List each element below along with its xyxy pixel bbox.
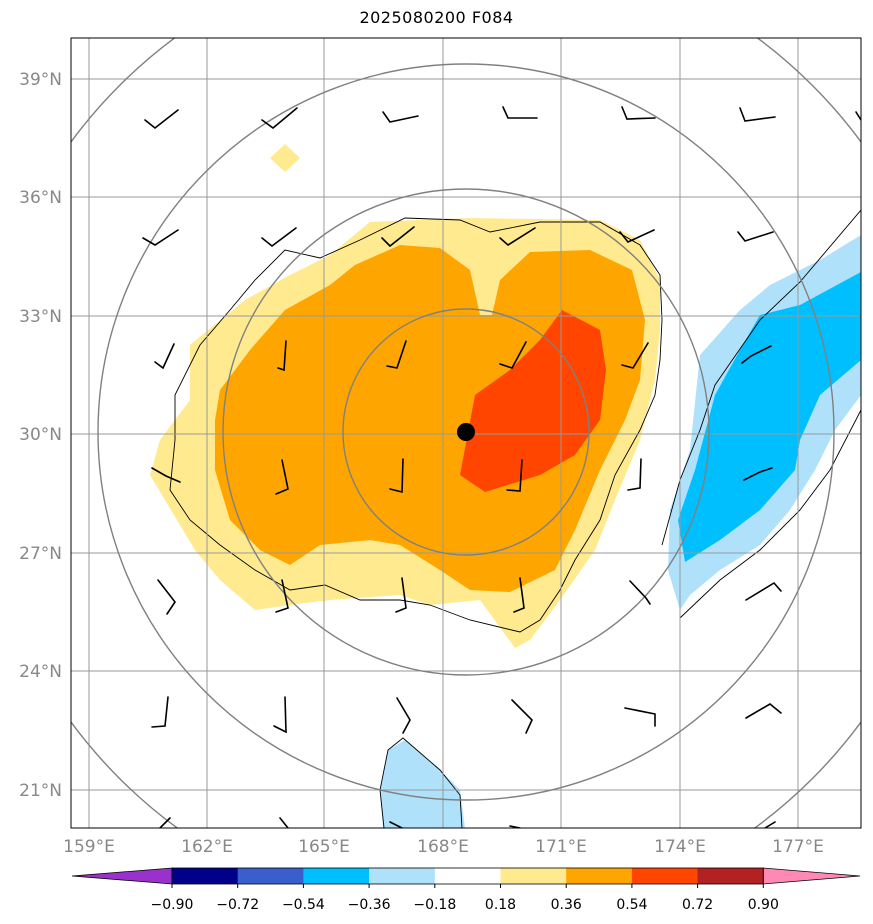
colorbar-tick-label: 0.36 [551,897,582,913]
colorbar-segment [631,868,699,884]
wind-barb [506,459,523,492]
lon-tick-label: 165°E [298,837,350,857]
wind-barb [157,579,176,615]
colorbar-segment [237,868,304,884]
wind-barb [511,699,533,734]
colorbar-segment [172,868,239,884]
wind-barb [621,106,656,120]
colorbar-tick-label: −0.72 [216,897,259,913]
lon-tick-label: 171°E [535,837,587,857]
anomaly-neg-036-region [678,272,861,562]
wind-barb [275,459,289,495]
storm-center-marker [457,423,475,441]
wind-barb [737,231,774,242]
wind-barb [273,696,287,734]
wind-barb [151,696,169,728]
colorbar-segment [697,868,764,884]
colorbar: −0.90 −0.72 −0.54 −0.36 −0.18 0.18 0.36 0.54 0.7… [71,867,861,913]
colorbar-extend-low [71,867,173,885]
lat-tick-label: 33°N [19,307,62,327]
colorbar-segment [500,868,567,884]
wind-barb [513,577,525,613]
colorbar-tick-label: 0.18 [485,897,516,913]
anomaly-pos-018-patch [270,144,300,172]
colorbar-segment [303,868,370,884]
colorbar-tick-label: 0.54 [616,897,647,913]
wind-barb [381,226,415,248]
colorbar-tick-label: −0.18 [413,897,456,913]
colorbar-tick-label: −0.90 [151,897,194,913]
wind-barb [275,579,289,613]
wind-barb [142,229,179,246]
wind-barb [395,577,407,613]
map-title: 2025080200 F084 [359,8,514,27]
wind-barb [499,341,527,369]
lat-tick-label: 39°N [19,70,62,90]
lat-tick-label: 24°N [19,662,62,682]
wind-barb [144,109,179,130]
colorbar-segment [369,868,436,884]
wind-barb [151,467,181,483]
colorbar-tick-label: −0.36 [348,897,391,913]
anomaly-neg-018-south-region [380,740,465,828]
lon-tick-label: 162°E [181,837,233,857]
wind-barb [154,343,175,370]
lat-tick-label: 30°N [19,425,62,445]
lon-tick-label: 159°E [63,837,115,857]
wind-barb [745,581,782,601]
wind-barb [389,458,404,494]
colorbar-tick-label: −0.54 [282,897,325,913]
wind-barb [159,817,171,828]
wind-barb [624,707,656,727]
lat-tick-label: 27°N [19,544,62,564]
wind-barb [627,458,642,491]
wind-barb [739,107,776,122]
wind-barb [396,697,411,734]
wind-barb [629,580,651,605]
colorbar-tick-label: 0.90 [748,897,779,913]
wind-barb [261,227,297,248]
wind-barb [502,106,538,119]
colorbar-tick-label: 0.72 [682,897,713,913]
wind-barb [855,111,861,121]
wind-barb [745,703,782,719]
colorbar-segment [434,868,501,884]
colorbar-segment [566,868,633,884]
lat-tick-label: 21°N [19,781,62,801]
wind-barb [389,821,403,828]
lon-tick-label: 168°E [417,837,469,857]
wind-barb [499,227,536,246]
wind-barb [764,821,776,828]
lon-tick-label: 177°E [772,837,824,857]
map-frame [70,37,862,829]
lon-tick-label: 174°E [654,837,706,857]
wind-barb [386,340,407,369]
colorbar-extend-high [762,867,861,885]
anomaly-pos-054-region [460,310,606,492]
wind-barb [741,345,772,364]
wind-barb [261,107,298,130]
wind-barb [382,111,419,123]
wind-barb [743,467,773,481]
lat-lon-grid [71,38,861,828]
wind-barb [277,340,287,372]
wind-barb [621,342,649,369]
lat-tick-label: 36°N [19,188,62,208]
wind-barbs [142,106,861,828]
wind-barb [279,817,289,828]
wind-barb [619,229,655,243]
